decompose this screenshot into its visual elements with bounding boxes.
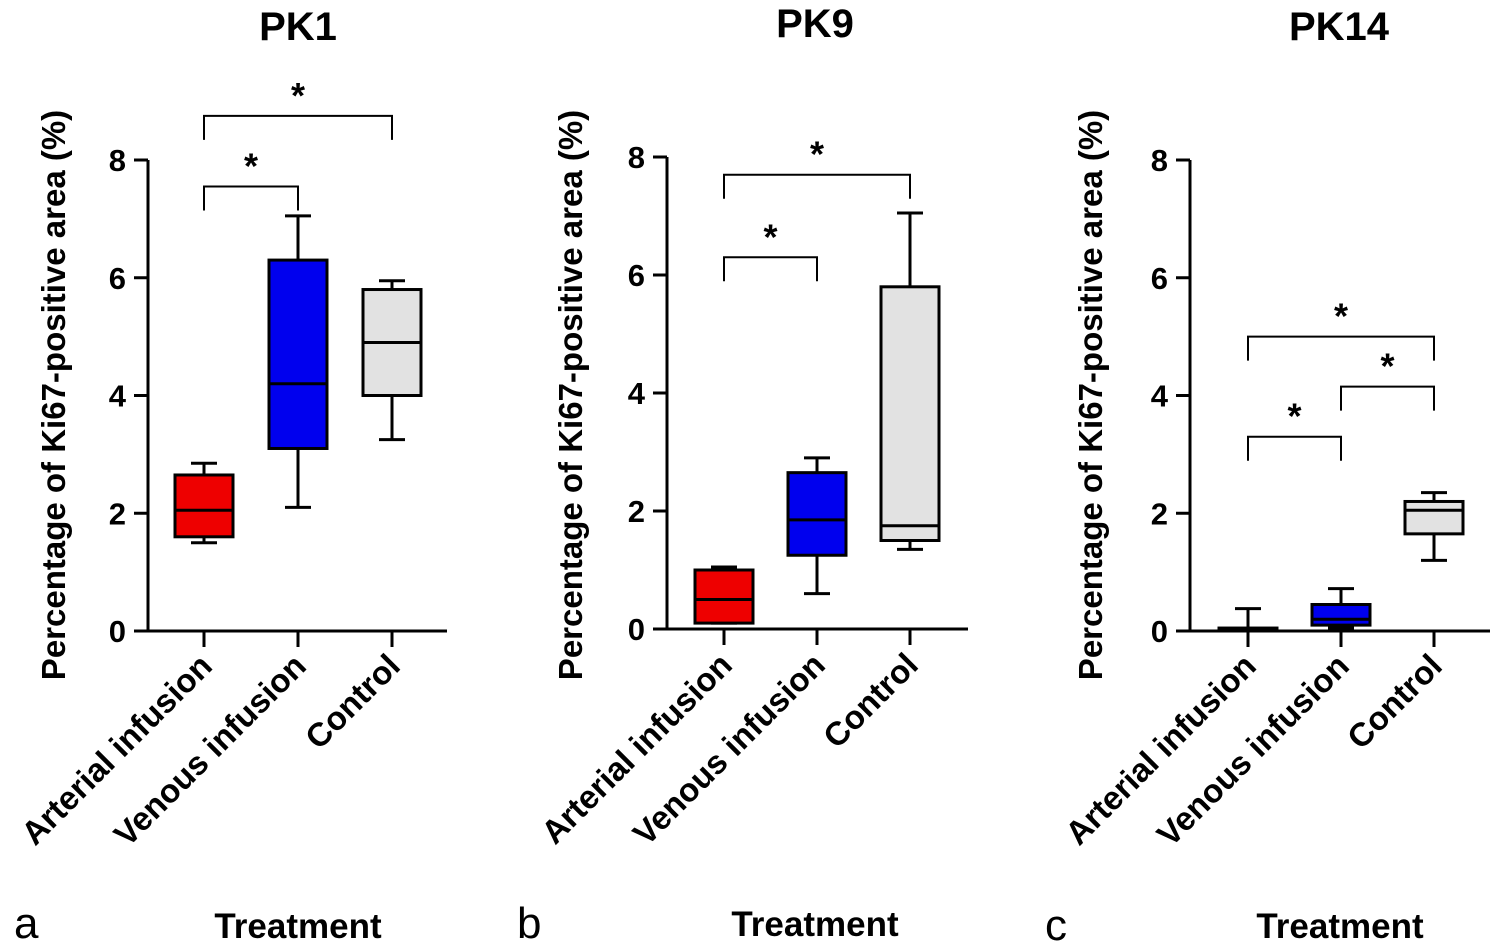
bracket-line: [203, 114, 393, 140]
box-1: [1217, 607, 1279, 633]
significance-star: *: [1287, 396, 1301, 437]
x-tick-label: Control: [816, 646, 925, 755]
significance-bracket: *: [723, 216, 818, 282]
box-body: [786, 471, 848, 557]
box-1: [173, 461, 235, 545]
box-3: [361, 279, 423, 442]
box-2: [1310, 587, 1372, 630]
bracket-line: [1340, 385, 1435, 411]
y-axis-label: Percentage of Ki67-positive area (%): [1072, 110, 1109, 680]
y-tick-label: 6: [109, 261, 126, 296]
significance-star: *: [1380, 346, 1394, 387]
significance-star: *: [810, 134, 824, 175]
chart-title: PK14: [1289, 5, 1390, 49]
y-tick-label: 8: [628, 140, 645, 175]
y-tick-label: 6: [628, 258, 645, 293]
y-tick-label: 6: [1151, 261, 1168, 296]
y-tick-label: 4: [109, 379, 127, 414]
box-1: [693, 565, 755, 625]
chart-title: PK9: [776, 2, 854, 46]
y-tick-label: 2: [628, 494, 645, 529]
bracket-line: [723, 256, 818, 282]
panel-letter: b: [517, 899, 541, 947]
significance-bracket: *: [1247, 396, 1342, 461]
panel-letter: c: [1045, 901, 1067, 947]
significance-star: *: [763, 216, 777, 257]
y-tick-label: 4: [628, 376, 646, 411]
y-tick-label: 0: [109, 614, 126, 649]
box-3: [1403, 491, 1465, 562]
box-2: [267, 214, 329, 509]
y-tick-label: 8: [1151, 143, 1168, 178]
y-tick-label: 0: [1151, 614, 1168, 649]
significance-star: *: [244, 145, 258, 186]
significance-bracket: *: [1340, 346, 1435, 411]
y-tick-label: 8: [109, 143, 126, 178]
x-axis-label: Treatment: [214, 907, 382, 946]
panel-b: PK9 Percentage of Ki67-positive area (%) b…: [517, 2, 968, 947]
box-2: [786, 456, 848, 596]
x-tick-label: Control: [1340, 647, 1449, 756]
bracket-line: [723, 173, 911, 199]
significance-bracket: *: [723, 134, 911, 199]
panel-letter: a: [14, 899, 39, 947]
bracket-line: [1247, 335, 1435, 361]
significance-bracket: *: [203, 145, 299, 211]
panel-c: PK14 Percentage of Ki67-positive area (%)…: [1045, 5, 1490, 947]
chart-title: PK1: [259, 5, 337, 49]
box-body: [267, 258, 329, 450]
bracket-line: [203, 185, 299, 211]
x-axis-label: Treatment: [1256, 907, 1424, 946]
bracket-line: [1247, 435, 1342, 461]
y-axis-label: Percentage of Ki67-positive area (%): [552, 110, 589, 680]
y-tick-label: 4: [1151, 379, 1169, 414]
box-body: [1403, 499, 1465, 536]
y-axis-label: Percentage of Ki67-positive area (%): [35, 110, 72, 680]
x-axis-label: Treatment: [731, 905, 899, 944]
y-tick-label: 0: [628, 612, 645, 647]
y-tick-label: 2: [109, 496, 126, 531]
box-body: [1310, 603, 1372, 627]
significance-star: *: [291, 75, 305, 116]
box-body: [879, 285, 941, 542]
y-tick-label: 2: [1151, 496, 1168, 531]
box-body: [693, 568, 755, 625]
box-3: [879, 211, 941, 551]
significance-bracket: *: [1247, 296, 1435, 361]
significance-star: *: [1334, 296, 1348, 337]
x-tick-label: Control: [298, 647, 407, 756]
significance-bracket: *: [203, 75, 393, 140]
panel-a: PK1 Percentage of Ki67-positive area (%) a…: [14, 5, 447, 947]
box-body: [173, 473, 235, 539]
